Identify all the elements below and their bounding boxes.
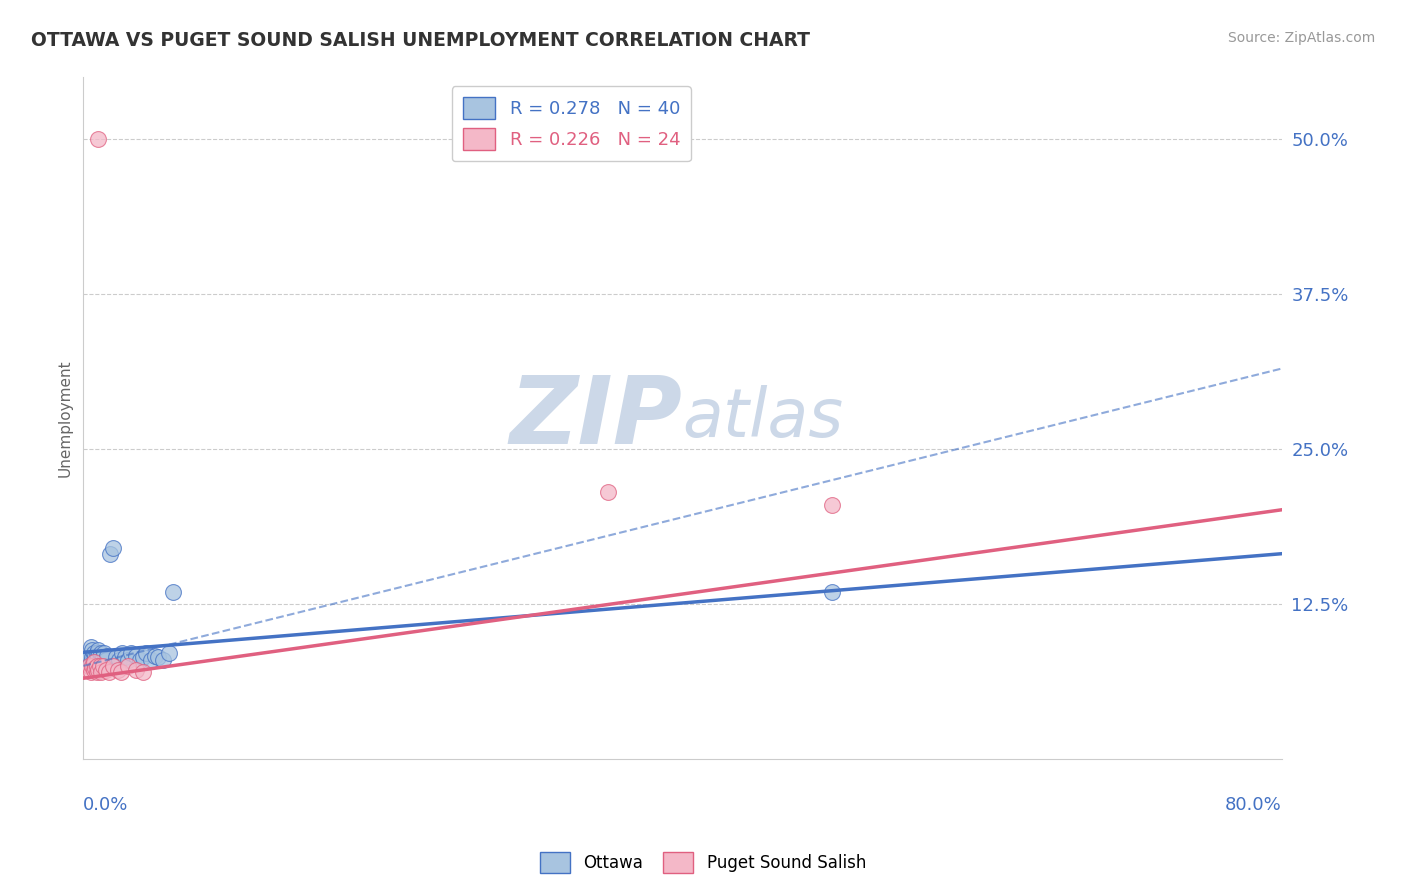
Point [82, 650, 104, 665]
Point [91, 658, 114, 673]
Point [86, 665, 108, 679]
Point [94, 653, 117, 667]
Point [86, 658, 108, 673]
Point [76, 663, 98, 677]
Point [83, 647, 105, 661]
Point [152, 653, 174, 667]
Text: OTTAWA VS PUGET SOUND SALISH UNEMPLOYMENT CORRELATION CHART: OTTAWA VS PUGET SOUND SALISH UNEMPLOYMEN… [31, 31, 810, 50]
Text: 80.0%: 80.0% [1225, 797, 1282, 814]
Point [129, 653, 152, 667]
Point [82, 642, 104, 657]
Point [90, 655, 112, 669]
Point [103, 541, 125, 556]
Point [82, 658, 104, 673]
Point [83, 655, 105, 669]
Point [98, 548, 121, 562]
Point [80, 640, 103, 655]
Point [89, 653, 111, 667]
Point [821, 498, 844, 512]
Point [89, 658, 111, 673]
Point [117, 653, 139, 667]
Point [111, 647, 134, 661]
Point [80, 665, 103, 679]
Point [135, 647, 157, 661]
Point [91, 650, 114, 665]
Point [79, 658, 101, 673]
Point [87, 642, 110, 657]
Point [84, 655, 107, 669]
Point [125, 648, 148, 663]
Point [90, 647, 112, 661]
Point [107, 663, 129, 677]
Point [125, 663, 148, 677]
Point [139, 653, 162, 667]
Point [86, 647, 108, 661]
Point [97, 665, 120, 679]
Point [103, 658, 125, 673]
Point [120, 647, 142, 661]
Point [84, 661, 107, 675]
Point [83, 653, 105, 667]
Y-axis label: Unemployment: Unemployment [58, 359, 72, 477]
Text: ZIP: ZIP [509, 372, 682, 464]
Point [83, 663, 105, 677]
Point [105, 650, 128, 665]
Point [87, 663, 110, 677]
Point [96, 648, 118, 663]
Point [80, 655, 103, 669]
Legend: Ottawa, Puget Sound Salish: Ottawa, Puget Sound Salish [533, 846, 873, 880]
Point [110, 665, 132, 679]
Point [90, 665, 112, 679]
Point [114, 650, 136, 665]
Legend: R = 0.278   N = 40, R = 0.226   N = 24: R = 0.278 N = 40, R = 0.226 N = 24 [451, 87, 692, 161]
Point [76, 653, 98, 667]
Point [87, 648, 110, 663]
Point [132, 650, 155, 665]
Point [79, 650, 101, 665]
Point [117, 658, 139, 673]
Text: atlas: atlas [682, 385, 844, 451]
Point [821, 584, 844, 599]
Point [162, 584, 184, 599]
Point [148, 650, 170, 665]
Point [132, 665, 155, 679]
Point [94, 663, 117, 677]
Text: 0.0%: 0.0% [83, 797, 129, 814]
Point [108, 653, 131, 667]
Text: Source: ZipAtlas.com: Source: ZipAtlas.com [1227, 31, 1375, 45]
Point [86, 653, 108, 667]
Point [157, 647, 180, 661]
Point [84, 648, 107, 663]
Point [93, 647, 115, 661]
Point [87, 132, 110, 146]
Point [596, 485, 619, 500]
Point [143, 648, 166, 663]
